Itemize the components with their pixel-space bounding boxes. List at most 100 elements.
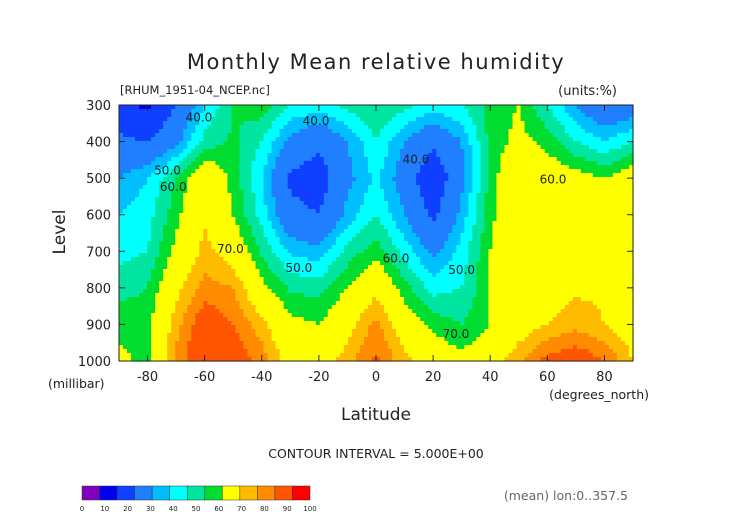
- contour-cell: [448, 221, 453, 226]
- contour-cell: [235, 205, 241, 210]
- contour-cell: [347, 225, 353, 230]
- contour-cell: [424, 197, 429, 202]
- contour-cell: [464, 237, 469, 242]
- contour-cell: [191, 189, 196, 194]
- contour-cell: [512, 133, 518, 138]
- contour-cell: [452, 129, 457, 134]
- contour-cell: [307, 257, 313, 262]
- contour-cell: [488, 249, 494, 254]
- contour-cell: [452, 189, 457, 194]
- contour-cell: [211, 169, 216, 174]
- contour-cell: [371, 113, 377, 118]
- contour-cell: [452, 113, 457, 118]
- contour-cell: [339, 217, 345, 222]
- contour-cell: [540, 253, 546, 258]
- contour-cell: [384, 185, 389, 190]
- contour-cell: [191, 185, 196, 190]
- contour-cell: [303, 165, 309, 170]
- contour-cell: [251, 185, 257, 190]
- contour-cell: [412, 153, 417, 158]
- contour-cell: [359, 205, 365, 210]
- contour-cell: [476, 257, 482, 262]
- contour-cell: [620, 125, 626, 130]
- contour-cell: [572, 197, 578, 202]
- contour-cell: [251, 205, 257, 210]
- contour-cell: [119, 105, 124, 110]
- contour-cell: [436, 241, 441, 246]
- contour-cell: [628, 225, 634, 230]
- contour-cell: [235, 109, 241, 114]
- contour-cell: [540, 165, 546, 170]
- contour-cell: [139, 241, 144, 246]
- contour-cell: [488, 109, 494, 114]
- contour-cell: [259, 185, 265, 190]
- contour-cell: [472, 129, 477, 134]
- contour-cell: [448, 141, 453, 146]
- contour-cell: [203, 189, 208, 194]
- contour-cell: [508, 157, 514, 162]
- contour-cell: [596, 177, 602, 182]
- contour-cell: [504, 209, 510, 214]
- contour-cell: [215, 153, 220, 158]
- contour-cell: [568, 153, 574, 158]
- contour-cell: [508, 225, 514, 230]
- contour-cell: [283, 205, 289, 210]
- contour-cell: [560, 153, 566, 158]
- contour-cell: [564, 213, 570, 218]
- contour-cell: [351, 105, 357, 110]
- contour-cell: [464, 205, 469, 210]
- contour-cell: [235, 189, 241, 194]
- contour-cell: [440, 209, 445, 214]
- contour-cell: [231, 217, 237, 222]
- contour-cell: [367, 257, 373, 262]
- contour-cell: [179, 189, 184, 194]
- contour-cell: [444, 133, 449, 138]
- contour-cell: [139, 177, 144, 182]
- contour-cell: [331, 249, 337, 254]
- contour-cell: [556, 109, 562, 114]
- contour-cell: [452, 125, 457, 130]
- contour-cell: [327, 221, 333, 226]
- contour-cell: [255, 157, 261, 162]
- contour-cell: [227, 221, 233, 226]
- contour-cell: [604, 189, 610, 194]
- contour-cell: [311, 201, 317, 206]
- contour-cell: [604, 109, 610, 114]
- contour-cell: [239, 141, 245, 146]
- contour-cell: [616, 165, 622, 170]
- contour-cell: [199, 153, 204, 158]
- contour-cell: [191, 205, 196, 210]
- contour-cell: [532, 109, 538, 114]
- contour-cell: [624, 137, 630, 142]
- contour-cell: [600, 185, 606, 190]
- contour-cell: [440, 137, 445, 142]
- contour-cell: [376, 253, 381, 258]
- contour-cell: [616, 189, 622, 194]
- contour-cell: [544, 237, 550, 242]
- contour-cell: [295, 257, 301, 262]
- contour-cell: [331, 241, 337, 246]
- contour-cell: [307, 241, 313, 246]
- contour-cell: [211, 105, 216, 110]
- contour-cell: [588, 165, 594, 170]
- contour-cell: [404, 189, 409, 194]
- contour-cell: [604, 165, 610, 170]
- contour-cell: [227, 125, 233, 130]
- contour-cell: [564, 209, 570, 214]
- contour-cell: [319, 169, 325, 174]
- contour-cell: [616, 225, 622, 230]
- contour-cell: [151, 125, 156, 130]
- contour-cell: [131, 165, 136, 170]
- contour-cell: [251, 221, 257, 226]
- contour-cell: [211, 185, 216, 190]
- contour-cell: [524, 121, 530, 126]
- contour-cell: [596, 205, 602, 210]
- contour-cell: [371, 213, 377, 218]
- contour-cell: [267, 245, 273, 250]
- contour-cell: [139, 165, 144, 170]
- contour-cell: [343, 141, 349, 146]
- contour-cell: [251, 173, 257, 178]
- contour-cell: [384, 161, 389, 166]
- contour-cell: [480, 241, 486, 246]
- contour-cell: [151, 129, 156, 134]
